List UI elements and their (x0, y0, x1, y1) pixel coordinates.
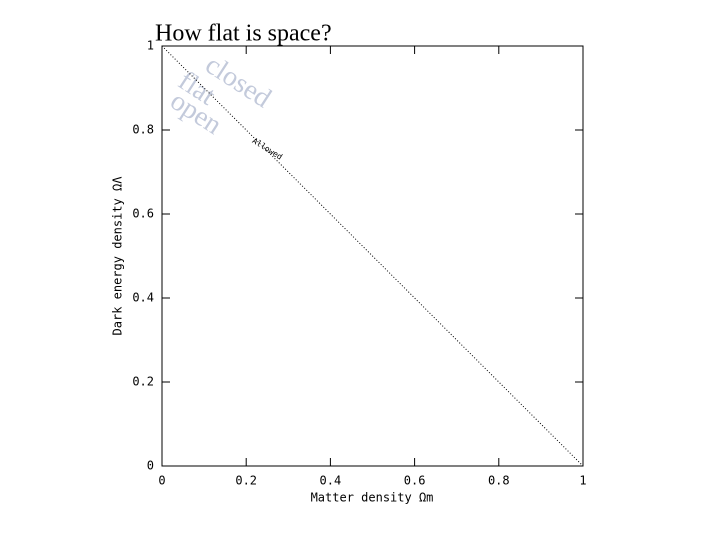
x-axis-label: Matter density Ωm (311, 491, 434, 505)
x-tick-label: 0.4 (320, 474, 342, 488)
chart-title: How flat is space? (155, 21, 332, 47)
x-tick-label: 0.6 (404, 474, 426, 488)
annotation: open (165, 85, 228, 141)
y-tick-label: 0.2 (132, 375, 154, 389)
x-tick-label: 0.8 (488, 474, 510, 488)
y-tick-label: 0.8 (132, 123, 154, 137)
y-axis-label: Dark energy density ΩΛ (111, 176, 125, 336)
y-tick-label: 0 (147, 459, 154, 473)
y-tick-label: 0.6 (132, 207, 154, 221)
x-tick-label: 0.2 (235, 474, 257, 488)
x-tick-label: 1 (579, 474, 586, 488)
y-tick-label: 0.4 (132, 291, 154, 305)
x-tick-label: 0 (158, 474, 165, 488)
plot-frame (161, 45, 584, 467)
y-tick-label: 1 (147, 39, 154, 53)
data-line (161, 45, 584, 467)
